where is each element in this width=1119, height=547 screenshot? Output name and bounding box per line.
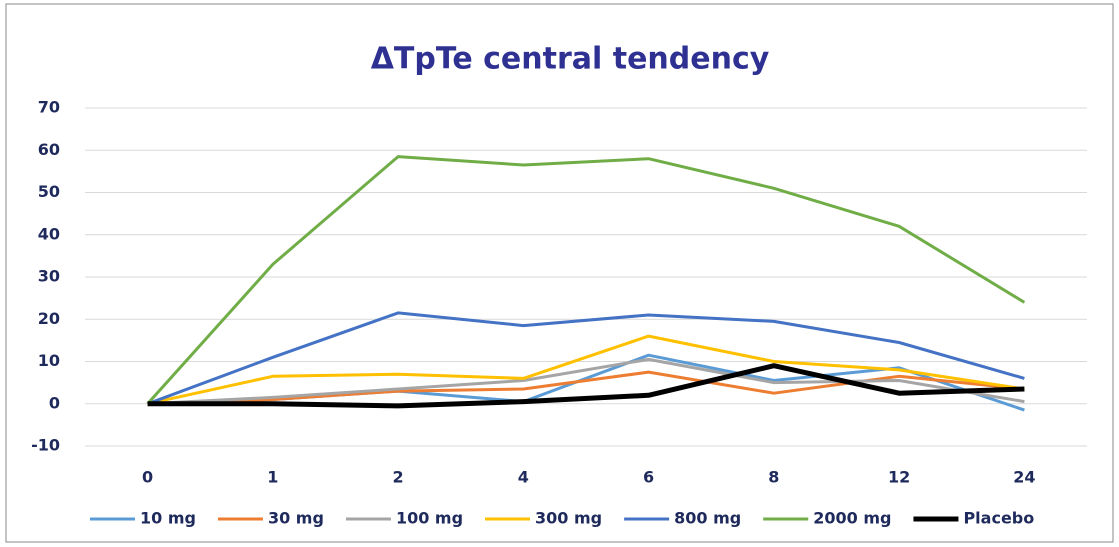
x-tick-label: 2 bbox=[393, 468, 404, 487]
series-line bbox=[147, 311, 1025, 406]
y-tick-label: 60 bbox=[38, 140, 60, 159]
y-tick-label: 30 bbox=[38, 267, 60, 286]
chart-frame bbox=[5, 3, 1114, 543]
x-tick-label: 12 bbox=[888, 468, 910, 487]
x-tick-label: 4 bbox=[518, 468, 529, 487]
legend-label: 800 mg bbox=[674, 509, 741, 528]
y-tick-label: 20 bbox=[38, 309, 60, 328]
legend-label: 100 mg bbox=[396, 509, 463, 528]
series-line bbox=[147, 334, 1025, 406]
chart-title: ΔTpTe central tendency bbox=[371, 42, 770, 77]
y-tick-label: 0 bbox=[49, 393, 60, 412]
x-tick-label: 8 bbox=[768, 468, 779, 487]
y-tick-label: 70 bbox=[38, 98, 60, 117]
legend-label: 30 mg bbox=[268, 509, 324, 528]
series-line bbox=[147, 363, 1025, 409]
legend-label: 2000 mg bbox=[813, 509, 891, 528]
legend-label: 300 mg bbox=[535, 509, 602, 528]
x-tick-label: 1 bbox=[267, 468, 278, 487]
y-tick-label: 10 bbox=[38, 351, 60, 370]
x-tick-label: 6 bbox=[643, 468, 654, 487]
y-tick-label: 50 bbox=[38, 182, 60, 201]
y-tick-label: 40 bbox=[38, 224, 60, 243]
series-line bbox=[146, 155, 1026, 405]
series-line bbox=[147, 357, 1025, 406]
x-tick-label: 24 bbox=[1013, 468, 1035, 487]
legend-label: 10 mg bbox=[140, 509, 196, 528]
x-tick-label: 0 bbox=[142, 468, 153, 487]
series-line bbox=[147, 370, 1025, 406]
legend-label: Placebo bbox=[963, 509, 1034, 528]
y-tick-label: -10 bbox=[31, 436, 60, 455]
